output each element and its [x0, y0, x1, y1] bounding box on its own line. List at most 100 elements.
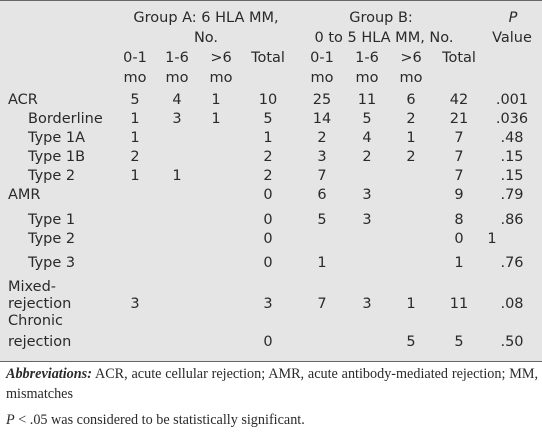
- cell-a-gt6: 1: [211, 92, 221, 108]
- p-value-header: Value: [492, 30, 532, 46]
- cell-b-0-1: 25: [312, 92, 332, 108]
- cell-b-gt6: 2: [406, 111, 416, 127]
- cell-p-value: .001: [495, 92, 529, 108]
- cell-b-0-1: 5: [317, 212, 327, 228]
- row-label: Type 1A: [28, 130, 86, 146]
- cell-p-value: .15: [500, 149, 524, 165]
- cell-b-gt6: 5: [406, 334, 416, 350]
- cell-b-total: 11: [449, 296, 469, 312]
- abbreviations-footnote: Abbreviations: ACR, acute cellular rejec…: [6, 364, 538, 404]
- significance-text: < .05 was considered to be statistically…: [14, 412, 305, 428]
- p-symbol: P: [6, 412, 15, 428]
- cell-p-value: .79: [500, 187, 524, 203]
- cell-a-total: 2: [263, 168, 273, 184]
- a-col-1-6: 1-6: [165, 50, 189, 66]
- cell-b-total: 7: [454, 168, 464, 184]
- cell-b-total: 9: [454, 187, 464, 203]
- b-col-mo-1: mo: [310, 70, 334, 86]
- top-rule: [0, 0, 542, 1]
- row-label: Borderline: [28, 111, 103, 127]
- cell-b-total: 1: [454, 255, 464, 271]
- cell-b-1-6: 3: [362, 212, 372, 228]
- group-b-header: Group B:: [349, 10, 413, 26]
- cell-b-total: 21: [449, 111, 469, 127]
- cell-a-1-6: 3: [172, 111, 182, 127]
- cell-p-value: .48: [500, 130, 524, 146]
- cell-b-total: 5: [454, 334, 464, 350]
- a-col-total: Total: [251, 50, 285, 66]
- cell-p-value: .76: [500, 255, 524, 271]
- b-col-mo-2: mo: [355, 70, 379, 86]
- row-label: Mixed-: [8, 279, 57, 295]
- b-col-gt6: >6: [400, 50, 422, 66]
- significance-note: P < .05 was considered to be statistical…: [6, 411, 305, 429]
- bottom-rule: [0, 361, 542, 362]
- b-col-total: Total: [442, 50, 476, 66]
- abbreviations-label: Abbreviations:: [6, 366, 92, 382]
- cell-a-gt6: 1: [211, 111, 221, 127]
- cell-b-1-6: 5: [362, 111, 372, 127]
- cell-p-value: .08: [500, 296, 524, 312]
- a-col-gt6: >6: [210, 50, 232, 66]
- abbreviations-text: ACR, acute cellular rejection; AMR, acut…: [6, 366, 539, 402]
- b-col-1-6: 1-6: [355, 50, 379, 66]
- cell-p-value: 1: [487, 231, 497, 247]
- cell-p-value: .036: [495, 111, 529, 127]
- cell-b-0-1: 3: [317, 149, 327, 165]
- cell-a-0-1: 5: [130, 92, 140, 108]
- row-label: Type 2: [28, 168, 76, 184]
- cell-a-0-1: 1: [130, 168, 140, 184]
- a-col-0-1: 0-1: [123, 50, 147, 66]
- b-col-0-1: 0-1: [310, 50, 334, 66]
- cell-a-total: 3: [263, 296, 273, 312]
- cell-b-0-1: 1: [317, 255, 327, 271]
- cell-b-0-1: 6: [317, 187, 327, 203]
- cell-b-gt6: 6: [406, 92, 416, 108]
- cell-a-total: 0: [263, 231, 273, 247]
- a-col-mo-1: mo: [123, 70, 147, 86]
- cell-b-1-6: 4: [362, 130, 372, 146]
- cell-b-1-6: 11: [357, 92, 377, 108]
- cell-b-total: 7: [454, 149, 464, 165]
- cell-b-1-6: 2: [362, 149, 372, 165]
- row-label: Type 1: [28, 212, 76, 228]
- cell-b-0-1: 2: [317, 130, 327, 146]
- row-label: rejection: [8, 334, 72, 350]
- cell-a-0-1: 1: [130, 111, 140, 127]
- rejection-table: Group A: 6 HLA MM, Group B: P No. 0 to 5…: [0, 0, 542, 361]
- cell-b-0-1: 14: [312, 111, 332, 127]
- cell-a-total: 10: [258, 92, 278, 108]
- cell-p-value: .50: [500, 334, 524, 350]
- cell-b-gt6: 1: [406, 130, 416, 146]
- row-label: Chronic: [8, 313, 64, 329]
- cell-b-1-6: 3: [362, 187, 372, 203]
- cell-a-total: 0: [263, 212, 273, 228]
- row-label: rejection: [8, 296, 72, 312]
- cell-a-0-1: 1: [130, 130, 140, 146]
- a-col-mo-2: mo: [165, 70, 189, 86]
- cell-b-1-6: 3: [362, 296, 372, 312]
- p-header: P: [508, 10, 518, 26]
- row-label: AMR: [8, 187, 41, 203]
- cell-b-total: 42: [449, 92, 469, 108]
- cell-b-total: 0: [454, 231, 464, 247]
- group-a-header: Group A: 6 HLA MM,: [133, 10, 279, 26]
- cell-a-total: 2: [263, 149, 273, 165]
- cell-a-total: 0: [263, 187, 273, 203]
- cell-a-total: 5: [263, 111, 273, 127]
- cell-p-value: .86: [500, 212, 524, 228]
- row-label: Type 2: [28, 231, 76, 247]
- a-col-mo-3: mo: [209, 70, 233, 86]
- cell-a-total: 1: [263, 130, 273, 146]
- cell-b-total: 8: [454, 212, 464, 228]
- cell-a-1-6: 4: [172, 92, 182, 108]
- row-label: ACR: [8, 92, 38, 108]
- cell-p-value: .15: [500, 168, 524, 184]
- cell-a-0-1: 3: [130, 296, 140, 312]
- cell-a-total: 0: [263, 255, 273, 271]
- cell-b-0-1: 7: [317, 168, 327, 184]
- cell-b-0-1: 7: [317, 296, 327, 312]
- b-col-mo-3: mo: [399, 70, 423, 86]
- cell-a-1-6: 1: [172, 168, 182, 184]
- row-label: Type 1B: [28, 149, 86, 165]
